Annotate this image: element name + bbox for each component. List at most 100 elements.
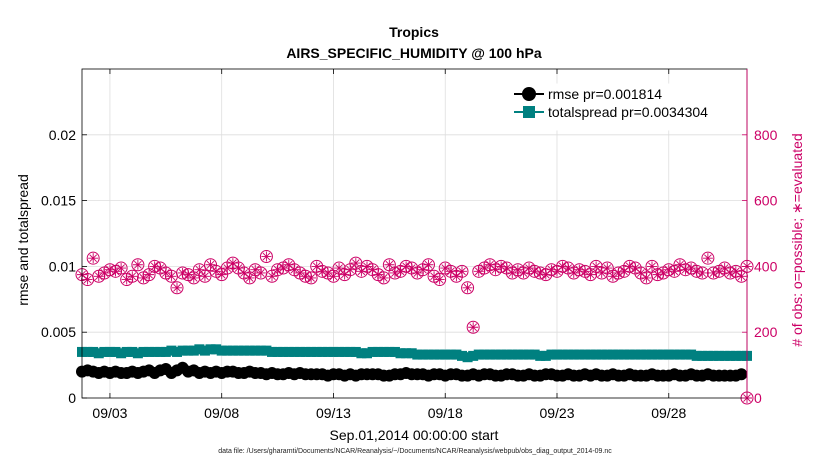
obs_evaluated-point [222,263,233,274]
totalspread-point [691,350,702,361]
legend: rmse pr=0.001814 totalspread pr=0.0034304 [507,83,741,131]
totalspread-point [132,348,143,359]
series-rmse [76,361,748,382]
obs_evaluated-point [680,264,691,275]
obs_evaluated-point [328,271,339,282]
x-tick-label: 09/08 [204,405,239,421]
obs_evaluated-point [116,263,127,274]
totalspread-point [440,349,451,360]
totalspread-point [367,346,378,357]
totalspread-point [507,349,518,360]
obs_possible-point [170,281,184,295]
totalspread-point [389,346,400,357]
totalspread-point [725,350,736,361]
obs_evaluated-point [267,271,277,282]
totalspread-point [334,346,345,357]
y-tick-label-right: 600 [754,193,778,209]
totalspread-point [294,346,305,357]
obs_evaluated-point [473,266,484,277]
obs_evaluated-point [512,264,523,275]
obs_evaluated-point [373,269,384,280]
totalspread-point [479,349,490,360]
totalspread-point [177,345,188,356]
obs_evaluated-point [412,267,423,278]
totalspread-point [144,346,155,357]
totalspread-point [702,350,713,361]
obs_evaluated-point [155,263,166,274]
obs_evaluated-point [194,264,205,275]
totalspread-point [602,349,613,360]
y-tick-label-left: 0.015 [41,193,76,209]
totalspread-point [462,352,473,363]
totalspread-point [451,349,462,360]
totalspread-point [188,345,199,356]
totalspread-point [647,349,657,360]
totalspread-point [300,346,311,357]
obs_evaluated-point [479,263,490,274]
obs_evaluated-point [362,261,372,272]
obs_evaluated-point [183,269,194,280]
totalspread-point [317,346,328,357]
totalspread-point [445,349,456,360]
obs_evaluated-point [322,267,333,278]
obs_evaluated-point [160,267,171,278]
x-tick-label: 09/13 [316,405,351,421]
obs_evaluated-point [104,264,115,275]
totalspread-point [635,349,646,360]
totalspread-point [138,346,149,357]
obs_evaluated-point [429,271,440,282]
x-tick-label: 09/03 [92,405,127,421]
totalspread-point [339,346,350,357]
obs_evaluated-point [132,259,143,270]
y-tick-label-left: 0 [68,390,76,406]
obs_evaluated-point [607,271,618,282]
totalspread-point [524,349,535,360]
y-axis-label-left: rmse and totalspread [15,174,31,306]
totalspread-point [211,344,222,355]
obs_evaluated-point [641,272,652,283]
obs_evaluated-point [93,271,104,282]
obs_evaluated-point [88,253,99,264]
obs_evaluated-point [166,271,177,282]
totalspread-point [172,346,182,357]
obs_evaluated-point [216,269,227,280]
obs_evaluated-point [406,263,417,274]
totalspread-point [540,350,551,361]
x-tick-label: 09/28 [651,405,686,421]
totalspread-point [613,349,624,360]
obs_evaluated-point [233,263,244,274]
obs_evaluated-point [647,261,657,272]
obs_evaluated-point [239,267,250,278]
obs_evaluated-point [591,261,602,272]
totalspread-point [278,346,289,357]
totalspread-point [255,345,266,356]
obs_evaluated-point [395,266,406,277]
series-obs_evaluated [77,251,752,333]
totalspread-point [619,349,630,360]
totalspread-point [250,345,261,356]
obs_evaluated-point [384,259,395,270]
obs_evaluated-point [300,271,311,282]
totalspread-point [412,349,423,360]
totalspread-point [384,346,395,357]
totalspread-point [417,349,428,360]
obs_evaluated-point [501,263,512,274]
obs_evaluated-point [205,259,216,270]
obs_evaluated-point [652,269,663,280]
obs_evaluated-point [339,269,350,280]
totalspread-point [99,346,110,357]
totalspread-point [289,346,300,357]
obs_evaluated-point [635,267,646,278]
obs_evaluated-point [278,263,289,274]
totalspread-point [205,344,216,355]
obs_evaluated-point [630,263,641,274]
obs_evaluated-point [401,261,412,272]
totalspread-point [585,349,596,360]
obs_evaluated-point [619,266,630,277]
obs_evaluated-point [172,282,182,293]
obs_evaluated-point [345,264,356,275]
obs_evaluated-point [574,264,585,275]
totalspread-point [93,348,104,359]
legend-label: totalspread pr=0.0034304 [548,104,708,120]
obs_evaluated-point [518,267,529,278]
